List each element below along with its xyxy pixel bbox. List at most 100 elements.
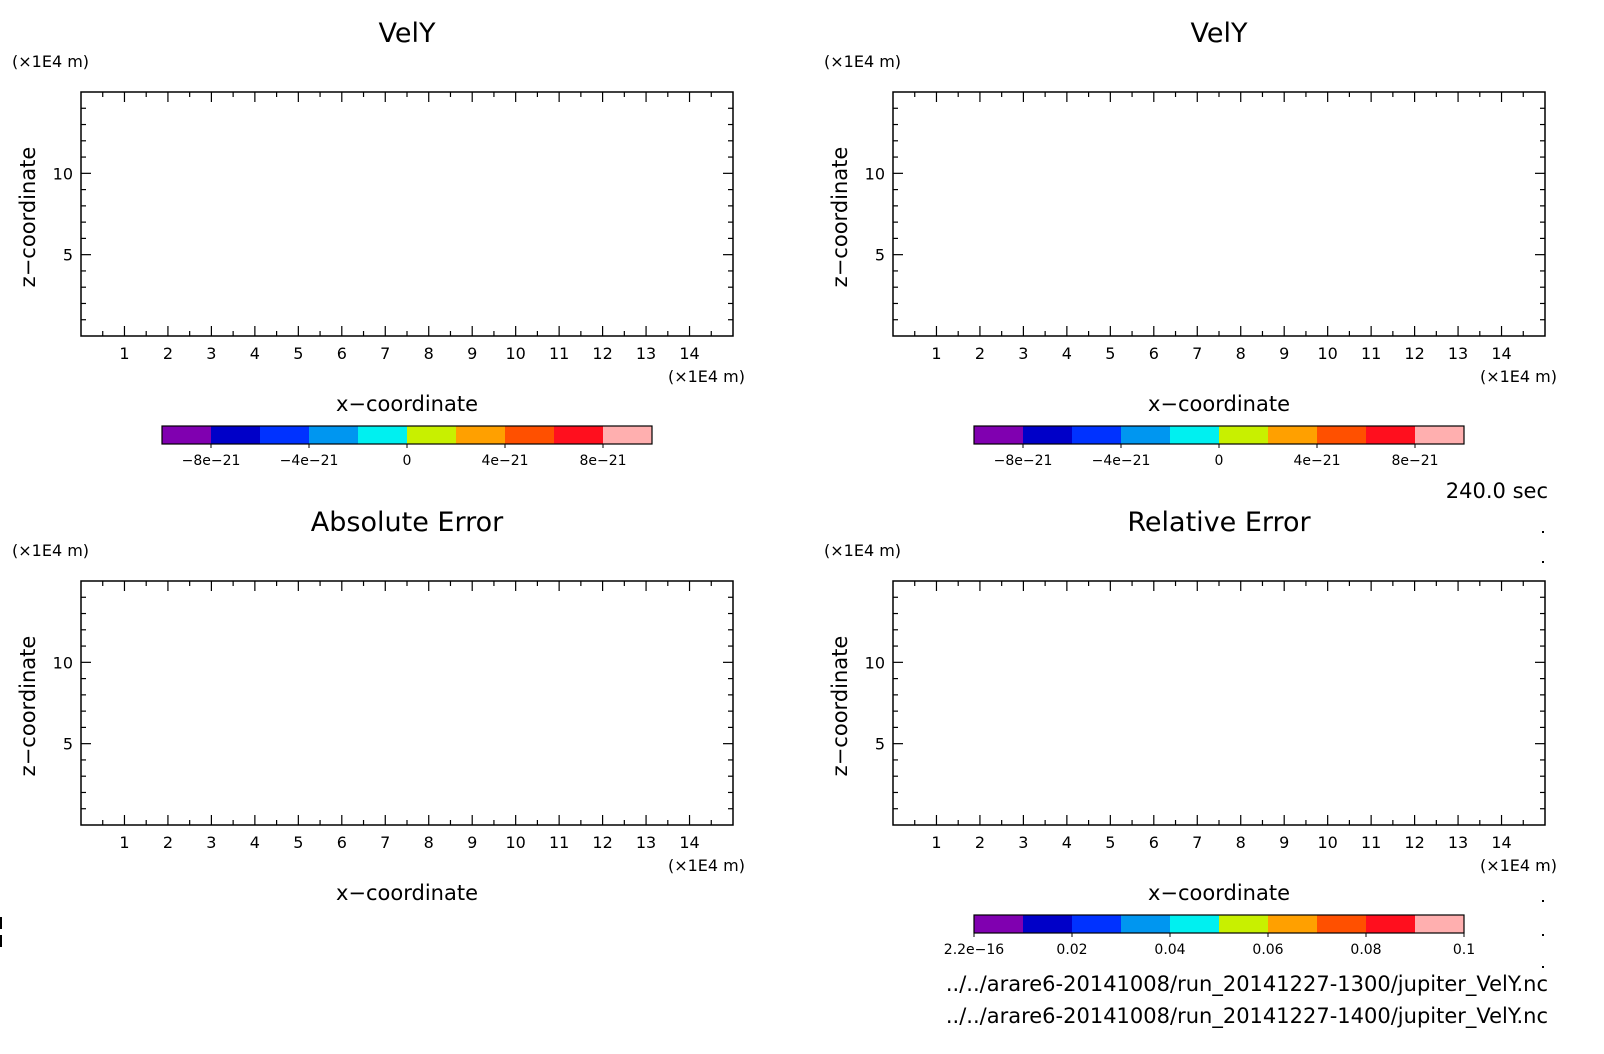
colorbar-swatch xyxy=(1121,915,1171,933)
plot-frame xyxy=(892,580,1546,826)
colorbar-tick-label: 0.04 xyxy=(1154,942,1185,958)
colorbar-tick-label: 0 xyxy=(1215,453,1224,469)
x-tick-label: 4 xyxy=(1062,344,1072,363)
colorbar-swatch xyxy=(1170,426,1220,444)
colorbar-tick-label: 0.06 xyxy=(1252,942,1283,958)
colorbar-swatch xyxy=(456,426,506,444)
colorbar-tick-label: −8e−21 xyxy=(182,453,241,469)
plot-frame xyxy=(80,580,734,826)
colorbar-swatch xyxy=(1121,426,1171,444)
y-tick-label: 10 xyxy=(865,653,885,672)
x-tick-label: 9 xyxy=(467,833,477,852)
chart-title: VelY xyxy=(1191,18,1248,49)
x-axis-unit: (×1E4 m) xyxy=(668,856,745,875)
x-tick-label: 3 xyxy=(1018,344,1028,363)
x-tick-label: 2 xyxy=(163,833,173,852)
x-axis-label: x−coordinate xyxy=(336,881,478,905)
x-tick-label: 8 xyxy=(424,344,434,363)
colorbar-swatch xyxy=(974,426,1024,444)
x-tick-label: 5 xyxy=(1105,833,1115,852)
x-tick-label: 14 xyxy=(1491,833,1511,852)
x-tick-label: 5 xyxy=(1105,344,1115,363)
x-tick-label: 5 xyxy=(293,833,303,852)
colorbar-swatch xyxy=(260,426,310,444)
x-tick-label: 6 xyxy=(1149,344,1159,363)
x-tick-label: 14 xyxy=(679,833,699,852)
colorbar-swatch xyxy=(1317,915,1367,933)
colorbar: −8e−21 −4e−21 0 4e−21 8e−21 xyxy=(973,425,1465,469)
y-axis-unit: (×1E4 m) xyxy=(12,52,89,71)
x-tick-label: 1 xyxy=(931,833,941,852)
x-tick-label: 7 xyxy=(1192,833,1202,852)
x-tick-label: 5 xyxy=(293,344,303,363)
x-axis-label: x−coordinate xyxy=(1148,881,1290,905)
x-tick-label: 14 xyxy=(1491,344,1511,363)
colorbar-tick-label: 2.2e−16 xyxy=(944,942,1005,958)
x-tick-label: 8 xyxy=(1236,344,1246,363)
colorbar-swatch xyxy=(1023,426,1073,444)
colorbar-swatch xyxy=(162,426,212,444)
colorbar-tick-label: −4e−21 xyxy=(1092,453,1151,469)
x-tick-label: 7 xyxy=(1192,344,1202,363)
colorbar-swatch xyxy=(1415,426,1465,444)
x-axis-unit: (×1E4 m) xyxy=(668,367,745,386)
x-tick-label: 9 xyxy=(1279,344,1289,363)
x-axis-label: x−coordinate xyxy=(336,392,478,416)
colorbar-swatch xyxy=(1219,915,1269,933)
colorbar-tick-label: −4e−21 xyxy=(280,453,339,469)
chart-panel-2: VelY(×1E4 m)1 2 3 4 5 6 7 8 9 10 11 12 13 14510(×1E4 … xyxy=(824,18,1557,469)
x-tick-label: 6 xyxy=(1149,833,1159,852)
colorbar-swatch xyxy=(974,915,1024,933)
x-tick-label: 7 xyxy=(380,344,390,363)
colorbar: −8e−21 −4e−21 0 4e−21 8e−21 xyxy=(161,425,653,469)
x-tick-label: 2 xyxy=(163,344,173,363)
colorbar-tick-label: 8e−21 xyxy=(579,453,626,469)
colorbar-tick-label: 0.02 xyxy=(1056,942,1087,958)
x-tick-label: 8 xyxy=(424,833,434,852)
panels: VelY(×1E4 m)1 2 3 4 5 6 7 8 9 10 11 12 13 14510(×1E4 … xyxy=(12,18,1557,958)
x-tick-label: 10 xyxy=(1317,344,1337,363)
x-axis-unit: (×1E4 m) xyxy=(1480,367,1557,386)
colorbar-swatch xyxy=(1317,426,1367,444)
plot-frame xyxy=(892,91,1546,337)
colorbar-swatch xyxy=(1023,915,1073,933)
x-tick-label: 11 xyxy=(1361,833,1381,852)
colorbar: 2.2e−16 0.02 0.04 0.06 0.08 0.1 xyxy=(944,914,1475,958)
x-tick-label: 2 xyxy=(975,833,985,852)
colorbar-tick-label: 8e−21 xyxy=(1391,453,1438,469)
x-tick-label: 9 xyxy=(1279,833,1289,852)
x-axis-label: x−coordinate xyxy=(1148,392,1290,416)
colorbar-swatch xyxy=(554,426,604,444)
x-tick-label: 10 xyxy=(505,344,525,363)
colorbar-swatch xyxy=(1219,426,1269,444)
x-tick-label: 11 xyxy=(549,833,569,852)
x-tick-label: 12 xyxy=(1404,344,1424,363)
colorbar-swatch xyxy=(1072,915,1122,933)
x-tick-label: 14 xyxy=(679,344,699,363)
colorbar-swatch xyxy=(505,426,555,444)
x-tick-label: 8 xyxy=(1236,833,1246,852)
colorbar-swatch xyxy=(358,426,408,444)
x-tick-label: 13 xyxy=(636,833,656,852)
y-axis-label: z−coordinate xyxy=(16,147,40,288)
x-tick-label: 13 xyxy=(1448,833,1468,852)
y-tick-label: 10 xyxy=(865,164,885,183)
x-tick-label: 11 xyxy=(1361,344,1381,363)
y-tick-label: 5 xyxy=(63,246,73,265)
x-tick-label: 4 xyxy=(1062,833,1072,852)
y-axis-label: z−coordinate xyxy=(828,636,852,777)
colorbar-tick-label: 0 xyxy=(403,453,412,469)
chart-title: VelY xyxy=(379,18,436,49)
colorbar-swatch xyxy=(1072,426,1122,444)
x-tick-label: 2 xyxy=(975,344,985,363)
colorbar-swatch xyxy=(603,426,653,444)
x-tick-label: 6 xyxy=(337,833,347,852)
y-tick-label: 10 xyxy=(53,164,73,183)
x-tick-label: 10 xyxy=(505,833,525,852)
file-path-2: ../../arare6-20141008/run_20141227-1400/… xyxy=(946,1004,1548,1029)
x-tick-label: 11 xyxy=(549,344,569,363)
colorbar-tick-label: 0.08 xyxy=(1350,942,1381,958)
colorbar-swatch xyxy=(1268,915,1318,933)
x-tick-label: 4 xyxy=(250,344,260,363)
colorbar-swatch xyxy=(1366,426,1416,444)
